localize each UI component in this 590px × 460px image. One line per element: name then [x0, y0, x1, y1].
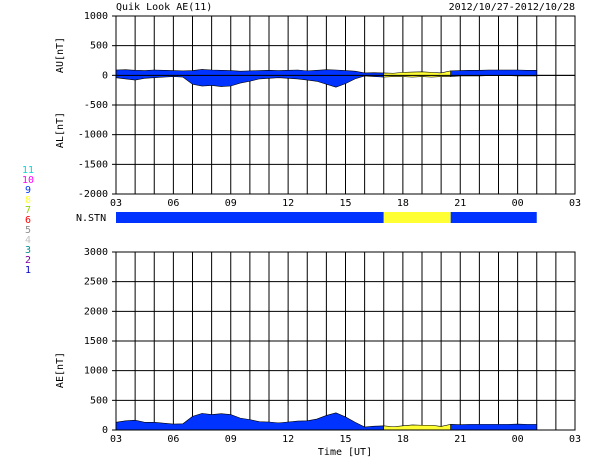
legend-label: 2 — [25, 255, 31, 266]
plot-frame — [115, 251, 576, 431]
x-tick-label: 03 — [569, 434, 581, 445]
area — [450, 423, 538, 431]
y-tick-label: -1500 — [78, 159, 108, 170]
x-tick-label: 09 — [225, 434, 237, 445]
x-tick-label: 15 — [339, 434, 351, 445]
area — [115, 75, 385, 88]
legend-label: 3 — [25, 245, 31, 256]
x-tick-label: 21 — [454, 434, 466, 445]
y-tick-label: 2500 — [84, 277, 108, 288]
plot-frame — [115, 15, 576, 195]
y-tick-label: -2000 — [78, 189, 108, 200]
legend-label: 10 — [22, 175, 34, 186]
y-axis-label: AL[nT] — [55, 112, 66, 148]
legend-label: 9 — [25, 185, 31, 196]
y-tick-label: 500 — [90, 41, 108, 52]
legend-label: 4 — [25, 235, 31, 246]
chart-subtitle: 2012/10/27-2012/10/28 — [449, 2, 575, 13]
station-label: N.STN — [76, 213, 106, 224]
x-tick-label: 06 — [167, 198, 179, 209]
y-tick-label: 3000 — [84, 247, 108, 258]
y-tick-label: 1000 — [84, 11, 108, 22]
y-tick-label: 0 — [102, 425, 108, 436]
x-tick-label: 21 — [454, 198, 466, 209]
y-axis-label: AE[nT] — [55, 352, 66, 388]
x-tick-label: 12 — [282, 198, 294, 209]
y-tick-label: 1000 — [84, 366, 108, 377]
chart-title: Quik Look AE(11) — [116, 2, 212, 13]
y-axis-label: AU[nT] — [55, 37, 66, 73]
legend-label: 7 — [25, 205, 31, 216]
legend-label: 6 — [25, 215, 31, 226]
y-tick-label: 0 — [102, 70, 108, 81]
x-tick-label: 03 — [110, 198, 122, 209]
legend-label: 5 — [25, 225, 31, 236]
x-tick-label: 00 — [512, 434, 524, 445]
y-tick-label: 2000 — [84, 306, 108, 317]
station-bar — [116, 212, 384, 223]
x-tick-label: 12 — [282, 434, 294, 445]
station-bar — [383, 212, 451, 223]
y-tick-label: 1500 — [84, 336, 108, 347]
y-tick-label: 500 — [90, 395, 108, 406]
y-tick-label: -1000 — [78, 130, 108, 141]
x-tick-label: 09 — [225, 198, 237, 209]
x-tick-label: 15 — [339, 198, 351, 209]
legend-label: 8 — [25, 195, 31, 206]
area — [115, 69, 385, 76]
y-tick-label: -500 — [84, 100, 108, 111]
x-tick-label: 06 — [167, 434, 179, 445]
x-axis-label: Time [UT] — [318, 447, 372, 458]
legend-label: 11 — [22, 165, 34, 176]
x-tick-label: 00 — [512, 198, 524, 209]
area — [115, 412, 385, 431]
area — [450, 69, 538, 76]
x-tick-label: 18 — [397, 434, 409, 445]
legend-label: 1 — [25, 265, 31, 276]
x-tick-label: 18 — [397, 198, 409, 209]
station-bar — [450, 212, 537, 223]
x-tick-label: 03 — [110, 434, 122, 445]
x-tick-label: 03 — [569, 198, 581, 209]
